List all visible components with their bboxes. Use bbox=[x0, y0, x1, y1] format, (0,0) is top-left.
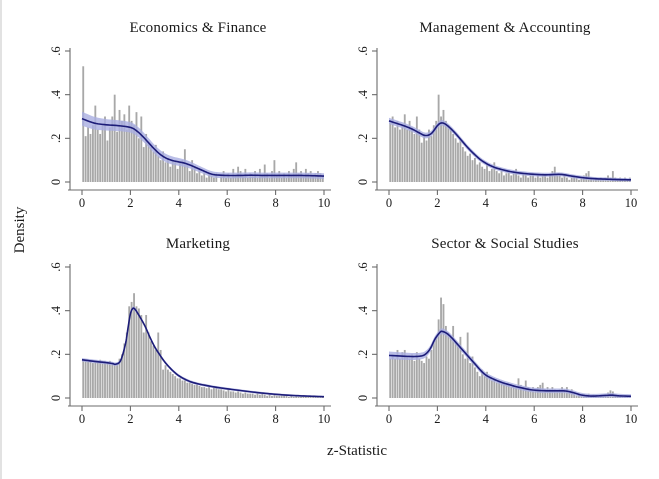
panel-title-marketing: Marketing bbox=[165, 236, 231, 252]
svg-text:4: 4 bbox=[176, 412, 183, 426]
svg-text:6: 6 bbox=[224, 412, 230, 426]
svg-text:10: 10 bbox=[625, 412, 638, 426]
svg-text:.6: .6 bbox=[356, 262, 370, 271]
density-line bbox=[81, 307, 325, 398]
svg-text:.6: .6 bbox=[49, 46, 63, 55]
svg-text:0: 0 bbox=[356, 395, 370, 401]
svg-text:0: 0 bbox=[49, 179, 63, 185]
svg-text:.2: .2 bbox=[49, 134, 63, 143]
x-tick-labels: 0 2 4 6 8 10 bbox=[79, 412, 330, 426]
svg-text:6: 6 bbox=[531, 196, 537, 210]
confidence-band bbox=[389, 328, 631, 398]
svg-text:2: 2 bbox=[434, 196, 440, 210]
confidence-band bbox=[82, 306, 324, 398]
marketing-chart: 0 2 4 6 8 10 0 .2 .4 .6 bbox=[49, 262, 331, 426]
svg-text:.4: .4 bbox=[356, 89, 370, 99]
svg-text:8: 8 bbox=[272, 412, 278, 426]
svg-text:6: 6 bbox=[531, 412, 537, 426]
svg-text:.2: .2 bbox=[356, 134, 370, 143]
panel-title-economics-finance: Economics & Finance bbox=[129, 20, 267, 36]
axes bbox=[65, 48, 331, 195]
x-tick-labels: 0 2 4 6 8 10 bbox=[79, 196, 330, 210]
economics-finance-chart: 0 2 4 6 8 10 0 .2 .4 .6 bbox=[49, 46, 331, 210]
svg-text:2: 2 bbox=[127, 412, 133, 426]
svg-text:4: 4 bbox=[483, 196, 490, 210]
density-line bbox=[388, 330, 632, 398]
y-axis-title: Density bbox=[12, 206, 28, 254]
y-tick-labels: 0 .2 .4 .6 bbox=[356, 262, 370, 401]
svg-text:.4: .4 bbox=[49, 305, 63, 315]
density-line bbox=[388, 120, 632, 181]
panel-title-sector-social-studies: Sector & Social Studies bbox=[431, 236, 579, 252]
svg-text:8: 8 bbox=[579, 196, 585, 210]
svg-text:4: 4 bbox=[176, 196, 183, 210]
svg-text:0: 0 bbox=[79, 196, 85, 210]
svg-text:6: 6 bbox=[224, 196, 230, 210]
panel-title-management-accounting: Management & Accounting bbox=[419, 20, 591, 36]
svg-text:.6: .6 bbox=[49, 262, 63, 271]
y-tick-labels: 0 .2 .4 .6 bbox=[49, 262, 63, 401]
svg-text:2: 2 bbox=[127, 196, 133, 210]
svg-text:4: 4 bbox=[483, 412, 490, 426]
svg-text:.4: .4 bbox=[49, 89, 63, 99]
svg-text:.6: .6 bbox=[356, 46, 370, 55]
density-line bbox=[81, 117, 325, 177]
svg-text:0: 0 bbox=[386, 196, 392, 210]
svg-text:0: 0 bbox=[79, 412, 85, 426]
histogram-bars bbox=[82, 293, 324, 398]
svg-text:10: 10 bbox=[625, 196, 638, 210]
svg-text:.2: .2 bbox=[356, 350, 370, 359]
x-tick-labels: 0 2 4 6 8 10 bbox=[386, 412, 637, 426]
axes bbox=[372, 264, 638, 411]
y-tick-labels: 0 .2 .4 .6 bbox=[356, 46, 370, 185]
svg-text:10: 10 bbox=[318, 412, 331, 426]
x-tick-labels: 0 2 4 6 8 10 bbox=[386, 196, 637, 210]
axes bbox=[65, 264, 331, 411]
svg-text:0: 0 bbox=[386, 412, 392, 426]
svg-text:.4: .4 bbox=[356, 305, 370, 315]
svg-text:0: 0 bbox=[356, 179, 370, 185]
x-axis-title: z-Statistic bbox=[327, 443, 387, 459]
svg-text:8: 8 bbox=[579, 412, 585, 426]
management-accounting-chart: 0 2 4 6 8 10 0 .2 .4 .6 bbox=[356, 46, 638, 210]
histogram-bars bbox=[389, 94, 631, 182]
svg-text:10: 10 bbox=[318, 196, 331, 210]
svg-text:2: 2 bbox=[434, 412, 440, 426]
axes bbox=[372, 48, 638, 195]
svg-text:.2: .2 bbox=[49, 350, 63, 359]
y-tick-labels: 0 .2 .4 .6 bbox=[49, 46, 63, 185]
sector-social-studies-chart: 0 2 4 6 8 10 0 .2 .4 .6 bbox=[356, 262, 638, 426]
svg-text:8: 8 bbox=[272, 196, 278, 210]
confidence-band bbox=[82, 111, 324, 179]
svg-text:0: 0 bbox=[49, 395, 63, 401]
